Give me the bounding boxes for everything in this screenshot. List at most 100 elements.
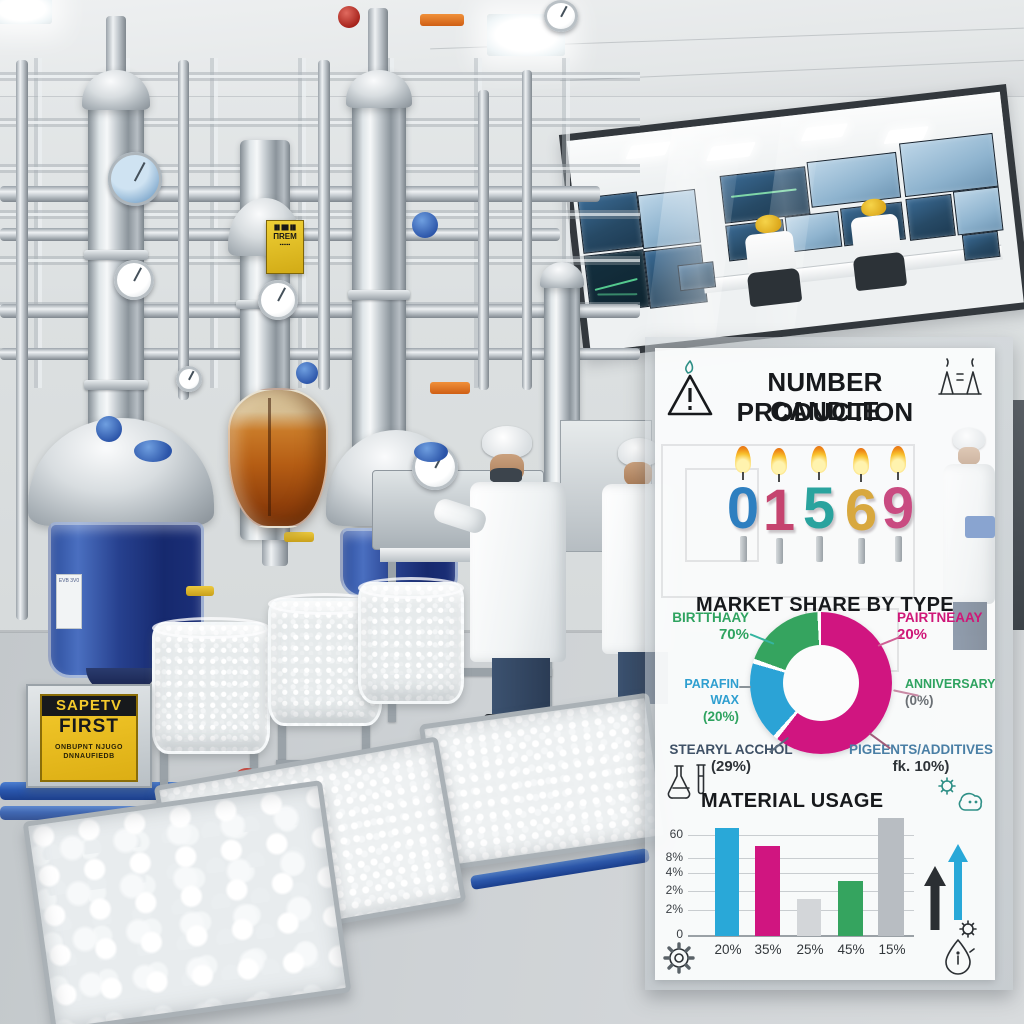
pipe	[178, 60, 189, 400]
tank-label: EVB 3V0	[56, 574, 82, 629]
safety-sign-first: FIRST	[59, 716, 119, 737]
donut-label-value: (0%)	[905, 693, 934, 708]
number-candle: 1	[757, 448, 801, 566]
pressure-gauge	[114, 260, 154, 300]
black-up-arrow-icon	[923, 866, 947, 930]
pressure-gauge	[544, 0, 578, 32]
y-axis-label: 60	[669, 827, 683, 841]
candle-digit: 9	[881, 476, 915, 541]
warning-flame-icon	[663, 358, 717, 420]
donut-label-name: PIGEENTS/ADDITIVES	[848, 742, 994, 757]
valve-handle	[338, 6, 360, 28]
axis-baseline	[688, 935, 914, 937]
flange	[84, 250, 148, 260]
y-axis-label: 8%	[665, 850, 683, 864]
leader-line	[739, 686, 751, 688]
gridline	[688, 873, 914, 874]
desk-monitor	[961, 230, 1001, 261]
pipe	[522, 70, 532, 390]
safety-sign: SAPETV FIRST ONBUPNT NJUGO DNNAUFIEDB	[40, 694, 138, 782]
blue-up-arrow-icon	[947, 844, 969, 920]
donut-label-paraffin: PARAFIN WAX (20%)	[655, 676, 739, 725]
amber-vessel	[228, 388, 328, 528]
candle-flame	[771, 448, 787, 475]
donut-label-value: fk. 10%)	[892, 758, 950, 775]
candle-digit: 5	[802, 476, 836, 541]
gridline	[688, 835, 914, 836]
reactor-port	[414, 442, 448, 462]
market-share-donut-chart	[750, 612, 892, 754]
valve-lever	[284, 532, 314, 542]
donut-label-name: PAIRTNEAAY	[897, 610, 983, 625]
donut-label-anniversary: ANNIVERSARY (0%)	[905, 676, 995, 709]
safety-sign-band: SAPETV	[42, 696, 136, 716]
donut-label-pigments: PIGEENTS/ADDITIVES fk. 10%)	[847, 742, 995, 775]
donut-label-value: (29%)	[710, 758, 751, 775]
column-finial	[106, 16, 126, 76]
x-axis-label: 25%	[796, 942, 824, 957]
infographic-panel: NUMBER CANDLE PRODUCTION 0 1 5 6	[645, 337, 1013, 990]
reactor-port	[134, 440, 172, 462]
donut-label-value: 70%	[718, 626, 749, 643]
y-axis-label: 4%	[665, 865, 683, 879]
ghost-cabinets	[661, 444, 915, 598]
candle-stick	[776, 538, 783, 564]
pellet-bin	[152, 617, 270, 754]
flange	[84, 380, 148, 390]
y-axis-label: 2%	[665, 902, 683, 916]
gridline	[688, 891, 914, 892]
panel-title-line2: PRODUCTION	[736, 397, 914, 427]
flask-icons	[663, 762, 711, 804]
x-axis-label: 15%	[878, 942, 906, 957]
ghost-cabinets	[685, 468, 759, 562]
bar-3	[797, 899, 821, 936]
control-room-operator	[736, 212, 806, 308]
material-usage-bar-chart	[688, 818, 914, 937]
donut-label-name: PARAFIN WAX	[684, 677, 739, 707]
bar-2	[755, 846, 780, 936]
valve-lever	[430, 382, 470, 394]
ghost-worker	[941, 428, 995, 658]
panel-title-line1: NUMBER CANDLE	[767, 367, 883, 426]
number-candle: 0	[721, 446, 765, 564]
small-gear-icon	[955, 920, 981, 940]
safety-sign-line: ONBUPNT NJUGO	[55, 744, 123, 751]
valve-lever	[420, 14, 464, 26]
pipe	[318, 60, 330, 390]
y-axis-label: 2%	[665, 883, 683, 897]
candle-flame	[853, 448, 869, 475]
candle-digit: 6	[844, 478, 878, 543]
valve-handle	[96, 416, 122, 442]
bar-5	[878, 818, 904, 936]
donut-label-name: BIRTTHAAY	[672, 610, 749, 625]
x-axis-label: 45%	[837, 942, 865, 957]
control-room-operator	[843, 196, 911, 294]
pipe-label-row: █▌██▐█	[274, 225, 296, 231]
y-axis-label: 0	[676, 927, 683, 941]
candle-stick	[858, 538, 865, 564]
candle-stick	[740, 536, 747, 562]
donut-label-party: PAIRTNEAAY 20%	[897, 610, 993, 643]
safety-sign-box: SAPETV FIRST ONBUPNT NJUGO DNNAUFIEDB	[26, 684, 152, 788]
monitor-screen	[952, 186, 1004, 236]
pipe-warning-label: █▌██▐█ ΠREM ▪▪▪▪▪▪	[266, 220, 304, 274]
pipe-label-row: ΠREM	[273, 232, 297, 241]
infographic-card: NUMBER CANDLE PRODUCTION 0 1 5 6	[655, 348, 995, 980]
pipe	[478, 90, 489, 390]
flange	[348, 290, 410, 300]
droplet-candle-icon	[941, 938, 975, 976]
gear-cloud-icon	[935, 776, 989, 814]
worker-at-machine	[431, 426, 577, 732]
x-axis-label: 35%	[754, 942, 782, 957]
ghost-clipboard	[965, 516, 995, 538]
donut-label-value: (20%)	[702, 709, 739, 724]
number-candle: 6	[839, 448, 883, 566]
candle-stick	[816, 536, 823, 562]
donut-label-birthday: BIRTTHAAY 70%	[657, 610, 749, 643]
market-share-heading: MARKET SHARE BY TYPE	[696, 594, 954, 616]
x-axis-label: 20%	[714, 942, 742, 957]
pipe-label-row: ▪▪▪▪▪▪	[279, 242, 291, 248]
valve-handle	[412, 212, 438, 238]
gear-icon	[661, 940, 697, 976]
